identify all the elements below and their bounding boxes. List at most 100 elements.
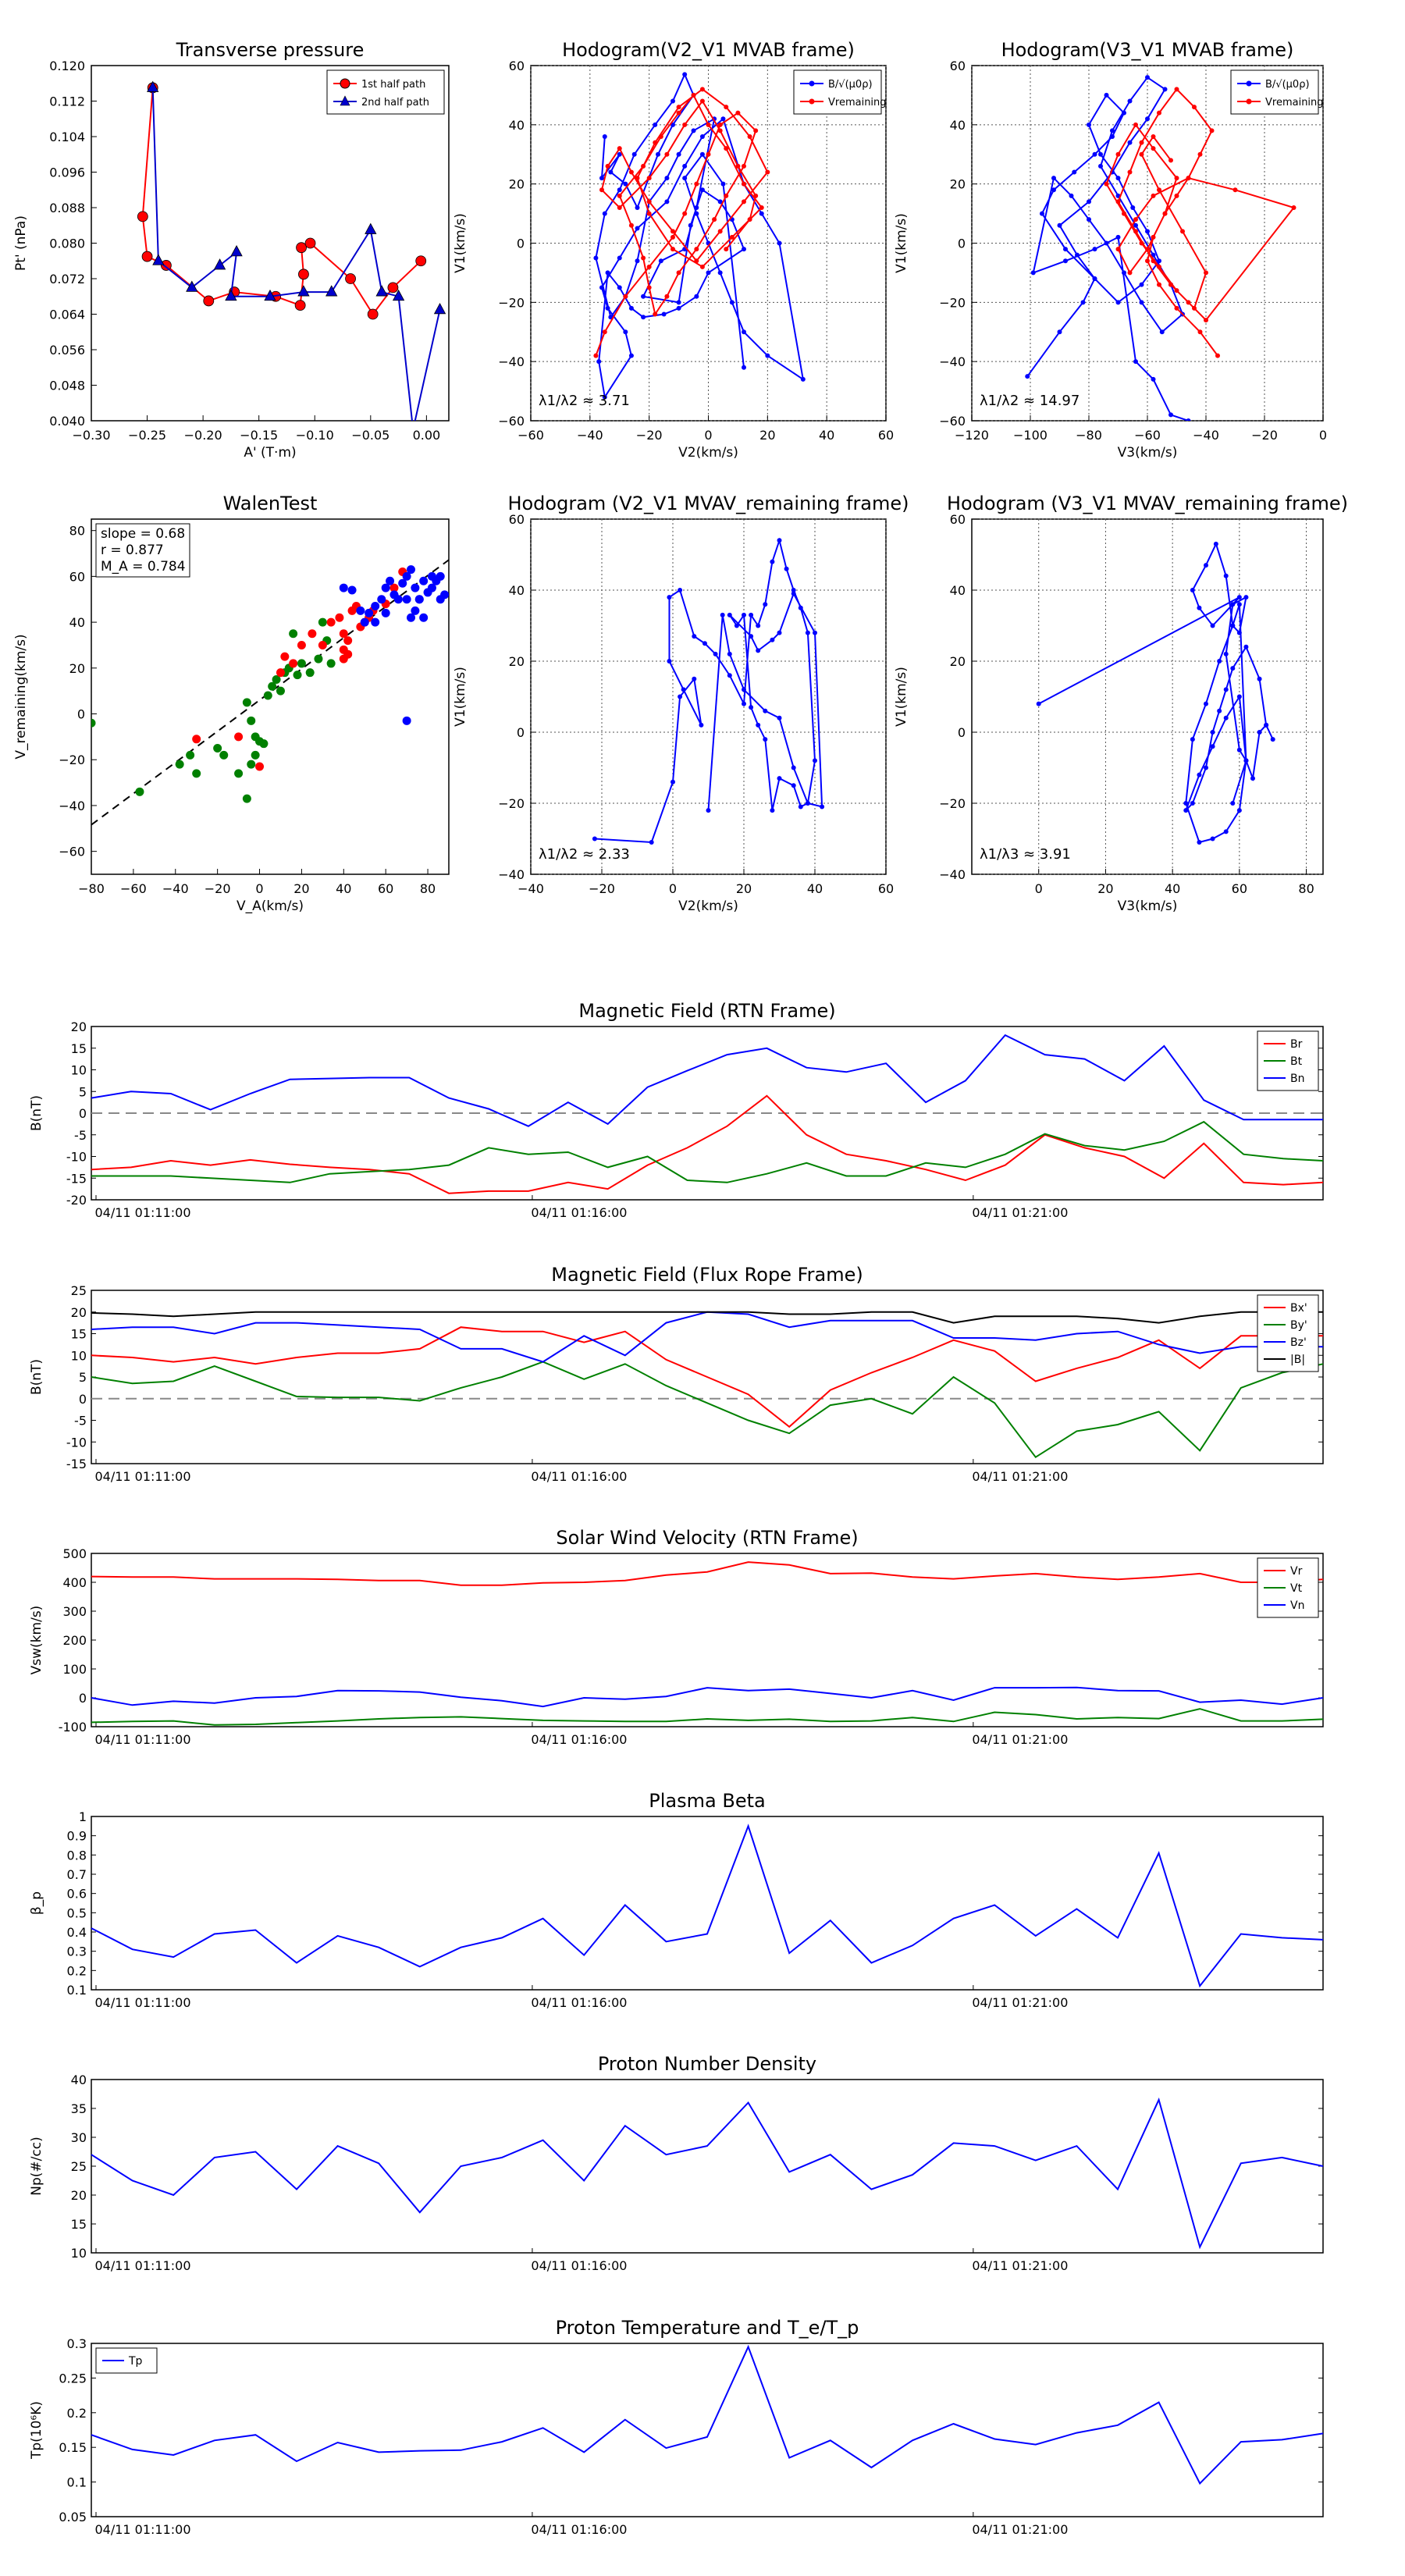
y-tick-label: 0.05: [59, 2510, 87, 2524]
chart-h4: Hodogram (V3_V1 MVAV_remaining frame) V1(…: [894, 493, 1348, 914]
series-line: [1105, 87, 1296, 357]
x-tick-label: 60: [878, 428, 894, 443]
data-point: [664, 176, 670, 181]
series-br: [91, 1094, 1324, 1194]
stats-text: slope = 0.68: [101, 526, 185, 542]
data-point: [1151, 146, 1156, 151]
data-point: [186, 280, 198, 292]
data-point: [727, 612, 732, 617]
data-point: [1115, 199, 1121, 205]
x-tick-label: 04/11 01:11:00: [94, 1732, 190, 1747]
chart-mf_rtn: Magnetic Field (RTN Frame) B(nT) -20 -15 -10…: [29, 1000, 1324, 1220]
x-tick-label: −40: [577, 428, 603, 443]
y-tick-label: 40: [950, 118, 966, 133]
data-point: [628, 353, 634, 358]
data-point: [694, 258, 699, 264]
legend-label: Tp: [128, 2355, 143, 2368]
axes-frame: [91, 2079, 1324, 2254]
y-tick-label: -10: [66, 1150, 87, 1165]
legend-label: Vn: [1290, 1599, 1304, 1612]
x-tick-label: 80: [420, 881, 436, 896]
data-point: [259, 739, 269, 749]
y-tick-label: 60: [69, 569, 85, 584]
data-point: [411, 606, 420, 615]
data-point: [641, 315, 646, 320]
data-point: [599, 285, 604, 290]
data-point: [664, 151, 670, 157]
data-point: [1213, 541, 1218, 546]
legend-marker: [1246, 98, 1252, 105]
data-point: [325, 285, 338, 297]
data-point: [617, 255, 622, 261]
data-point: [297, 285, 310, 297]
series-blue: [1036, 541, 1275, 845]
y-tick-label: 10: [71, 1063, 87, 1078]
data-point: [717, 199, 723, 205]
data-point: [635, 205, 640, 210]
x-tick-label: −0.25: [128, 428, 166, 443]
data-point: [1063, 247, 1068, 252]
x-tick-label: 04/11 01:11:00: [94, 1995, 190, 2010]
data-point: [759, 205, 764, 210]
data-point: [294, 300, 306, 311]
y-tick-label: 0.1: [67, 1983, 87, 1998]
x-tick-label: 0: [1319, 428, 1327, 443]
data-point: [682, 72, 688, 77]
x-tick-label: −80: [1076, 428, 1102, 443]
data-point: [1104, 92, 1109, 98]
data-point: [676, 305, 681, 311]
y-tick-label: −20: [939, 796, 966, 811]
data-point: [160, 260, 172, 271]
y-tick-label: 20: [69, 661, 85, 676]
x-tick-label: −60: [120, 881, 147, 896]
data-point: [389, 583, 399, 592]
data-point: [724, 105, 729, 110]
plot-area: [1025, 75, 1297, 421]
data-point: [756, 623, 761, 628]
data-point: [1145, 247, 1150, 252]
chart-tp: Transverse pressure Pt' (nPa) A' (T·m) −0.3…: [13, 39, 450, 461]
data-point: [1030, 270, 1036, 276]
data-point: [135, 787, 144, 796]
data-point: [749, 634, 754, 639]
data-point: [635, 176, 640, 181]
axes-frame: [91, 1026, 1324, 1201]
data-point: [649, 840, 654, 845]
data-point: [1210, 623, 1215, 628]
y-tick-label: 0: [517, 725, 525, 740]
data-point: [1243, 595, 1249, 600]
legend-box: [1230, 69, 1319, 115]
y-tick-label: 1: [79, 1809, 87, 1824]
series-line: [595, 72, 805, 400]
data-point: [1190, 588, 1195, 592]
data-point: [617, 146, 622, 151]
data-point: [694, 205, 699, 210]
data-point: [653, 311, 658, 317]
y-tick-label: 0: [79, 1392, 87, 1407]
data-point: [152, 254, 165, 265]
data-point: [596, 359, 602, 365]
data-point: [653, 122, 658, 127]
data-point: [1122, 110, 1126, 116]
data-point: [742, 247, 746, 252]
data-point: [1232, 187, 1238, 193]
x-tick-label: 04/11 01:11:00: [94, 2258, 190, 2273]
x-tick-label: 04/11 01:16:00: [531, 2522, 627, 2537]
axes-frame: [530, 518, 887, 875]
data-point: [1168, 282, 1173, 287]
x-tick-label: −20: [1251, 428, 1278, 443]
data-point: [1098, 163, 1103, 169]
data-point: [724, 247, 729, 252]
x-tick-label: −20: [589, 881, 615, 896]
data-point: [402, 595, 411, 604]
axes-frame: [971, 518, 1324, 875]
data-point: [1075, 252, 1080, 258]
data-point: [371, 602, 380, 611]
data-point: [392, 289, 405, 301]
data-point: [1217, 708, 1222, 713]
legend: Tp: [95, 2347, 158, 2374]
data-point: [678, 588, 683, 592]
data-point: [297, 640, 306, 649]
data-point: [735, 110, 741, 116]
y-tick-label: −60: [939, 414, 966, 429]
